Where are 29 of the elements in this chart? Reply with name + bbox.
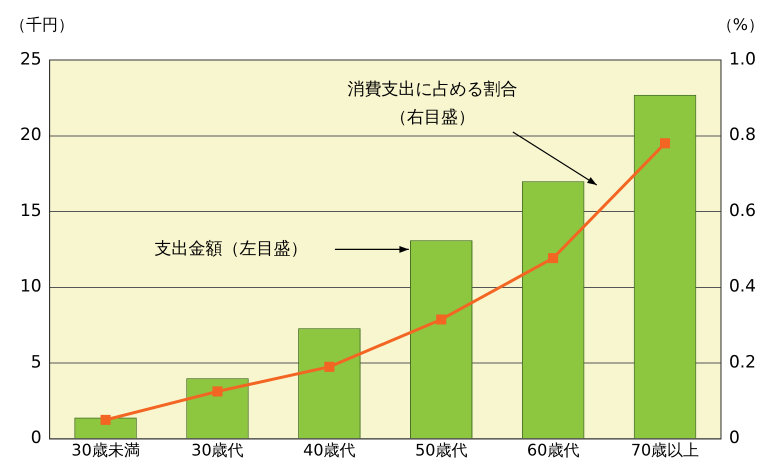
point <box>212 386 222 396</box>
y-tick-label: 25 <box>20 49 42 70</box>
y2-tick-label: 0.8 <box>728 125 756 146</box>
x-tick-label: 70歳以上 <box>630 440 700 460</box>
annotation: 支出金額（左目盛） <box>154 238 308 259</box>
y-tick-label: 15 <box>20 200 42 221</box>
x-tick-label: 60歳代 <box>526 440 580 460</box>
y-tick-label: 5 <box>30 352 42 372</box>
annotation: 消費支出に占める割合 <box>347 80 518 100</box>
y2-tick-label: 0.6 <box>728 200 756 221</box>
point <box>660 138 670 148</box>
y2-tick-label: 0 <box>728 428 740 448</box>
y-axis-title: （千円） <box>10 15 74 34</box>
y2-tick-label: 0.2 <box>728 352 756 372</box>
point <box>436 314 446 325</box>
point <box>324 362 334 372</box>
annotation: （右目盛） <box>390 108 475 128</box>
x-tick-label: 40歳代 <box>303 440 356 460</box>
y2-axis-title: （%） <box>716 15 764 34</box>
point <box>548 253 558 264</box>
y-tick-label: 20 <box>20 125 42 146</box>
point <box>100 414 111 425</box>
y2-tick-label: 1.0 <box>728 49 756 70</box>
y-tick-label: 0 <box>30 428 42 448</box>
x-tick-label: 30歳代 <box>191 440 244 460</box>
y-tick-label: 10 <box>20 276 42 297</box>
x-tick-label: 30歳未満 <box>71 440 140 460</box>
y2-tick-label: 0.4 <box>728 276 756 297</box>
x-tick-label: 50歳代 <box>415 440 468 460</box>
